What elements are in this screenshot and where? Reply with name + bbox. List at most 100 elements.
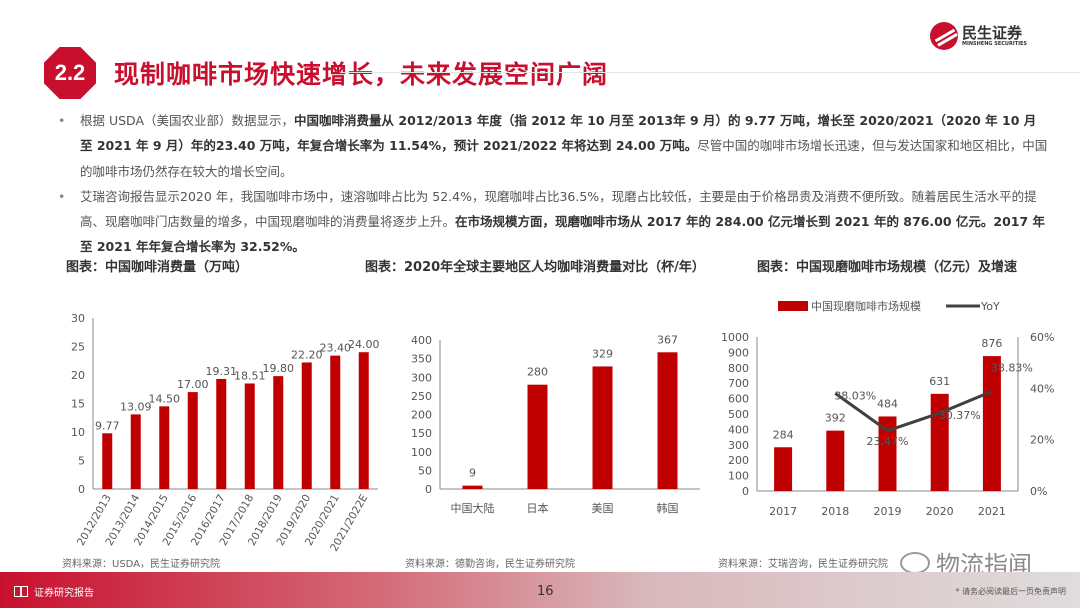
y-tick-label: 600 — [728, 393, 749, 406]
y-tick-label: 900 — [728, 346, 749, 359]
section-badge: 2.2 — [44, 47, 96, 99]
x-tick-label: 2019 — [874, 505, 902, 518]
logo-icon — [930, 22, 958, 50]
source-note: 资料来源：德勤咨询，民生证券研究院 — [405, 559, 575, 570]
y2-tick-label: 20% — [1030, 434, 1054, 447]
y-tick-label: 50 — [418, 464, 432, 477]
y-tick-label: 100 — [411, 446, 432, 459]
x-tick-label: 日本 — [527, 501, 549, 515]
x-tick-label: 2021 — [978, 505, 1006, 518]
y-tick-label: 0 — [742, 485, 749, 498]
data-label: 392 — [825, 412, 846, 425]
y-tick-label: 200 — [728, 454, 749, 467]
logo: 民生证券 MINSHENG SECURITIES — [930, 22, 1027, 50]
y2-tick-label: 0% — [1030, 485, 1047, 498]
y-tick-label: 0 — [78, 483, 85, 496]
bar — [774, 447, 793, 491]
bar — [301, 362, 312, 489]
x-tick-label: 中国大陆 — [451, 501, 495, 515]
y-tick-label: 5 — [78, 455, 85, 468]
bar — [130, 414, 141, 489]
wechat-icon — [900, 551, 930, 574]
x-tick-label: 2018 — [821, 505, 849, 518]
line-data-label: 38.03% — [834, 389, 876, 402]
bar — [330, 355, 341, 489]
y-tick-label: 300 — [728, 439, 749, 452]
legend-label: YoY — [980, 300, 1000, 313]
bar — [216, 378, 227, 489]
legend-label: 中国现磨咖啡市场规模 — [811, 299, 921, 313]
data-label: 9.77 — [95, 419, 120, 432]
y-tick-label: 150 — [411, 427, 432, 440]
data-label: 284 — [773, 428, 794, 441]
bar — [102, 433, 113, 489]
data-label: 22.20 — [291, 348, 323, 361]
disclaimer-note: * 请务必阅读最后一页免责声明 — [955, 587, 1066, 596]
data-label: 18.51 — [234, 369, 266, 382]
data-label: 17.00 — [177, 378, 209, 391]
y-tick-label: 300 — [411, 371, 432, 384]
y-tick-label: 250 — [411, 390, 432, 403]
logo-text: 民生证券 — [962, 24, 1023, 42]
data-label: 9 — [469, 467, 476, 480]
paragraph-segment: 尽管中国的咖啡市场增长迅速，但与发达国家和地区相比，中国的咖啡市场仍然存在较大的… — [80, 138, 1048, 179]
y-tick-label: 800 — [728, 362, 749, 375]
footer: 证券研究报告 16 * 请务必阅读最后一页免责声明 — [0, 572, 1080, 608]
y-tick-label: 500 — [728, 408, 749, 421]
bar — [592, 366, 613, 489]
bar — [462, 485, 483, 489]
line-data-label: 23.47% — [867, 435, 909, 448]
y-tick-label: 1000 — [721, 331, 749, 344]
x-tick-label: 2020 — [926, 505, 954, 518]
footer-label: 证券研究报告 — [14, 584, 94, 599]
y-tick-label: 30 — [71, 312, 85, 325]
y2-tick-label: 40% — [1030, 382, 1054, 395]
data-label: 13.09 — [120, 400, 152, 413]
title-divider — [340, 72, 1080, 73]
book-icon — [14, 586, 28, 597]
data-label: 19.80 — [263, 362, 295, 375]
paragraph-segment: 中国咖啡消费量从 2012/2013 年度（指 2012 年 10 月至 201… — [80, 113, 1037, 154]
bar — [273, 376, 284, 489]
x-tick-label: 2017 — [769, 505, 797, 518]
x-tick-label: 韩国 — [657, 501, 679, 515]
bullet-paragraph: 根据 USDA（美国农业部）数据显示，中国咖啡消费量从 2012/2013 年度… — [58, 108, 1048, 184]
bar — [358, 352, 369, 489]
y-tick-label: 100 — [728, 470, 749, 483]
y-tick-label: 0 — [425, 483, 432, 496]
source-note: 资料来源：USDA，民生证券研究院 — [62, 559, 221, 570]
data-label: 24.00 — [348, 338, 380, 351]
bar — [826, 430, 845, 491]
footer-left-text: 证券研究报告 — [34, 588, 94, 599]
bar — [527, 384, 548, 489]
bar — [878, 416, 897, 491]
y-tick-label: 200 — [411, 409, 432, 422]
bar — [930, 393, 949, 491]
y-tick-label: 700 — [728, 377, 749, 390]
yoy-line — [834, 389, 993, 433]
logo-subtext: MINSHENG SECURITIES — [962, 41, 1027, 47]
bar — [244, 383, 255, 489]
data-label: 19.31 — [206, 365, 238, 378]
page-number: 16 — [537, 584, 554, 599]
y-tick-label: 350 — [411, 353, 432, 366]
y-tick-label: 15 — [71, 398, 85, 411]
paragraph-segment: 根据 USDA（美国农业部）数据显示， — [80, 113, 295, 128]
data-label: 14.50 — [149, 392, 181, 405]
data-label: 23.40 — [320, 342, 352, 355]
source-note: 资料来源：艾瑞咨询，民生证券研究院 — [718, 559, 888, 570]
data-label: 876 — [981, 337, 1002, 350]
data-label: 484 — [877, 397, 898, 410]
legend-bar-swatch — [778, 301, 808, 311]
x-tick-label: 美国 — [592, 502, 614, 515]
bar — [187, 392, 198, 489]
data-label: 280 — [527, 366, 548, 379]
bar — [657, 352, 678, 489]
y-tick-label: 10 — [71, 426, 85, 439]
paragraph-segment: 在市场规模方面，现磨咖啡市场从 2017 年的 284.00 亿元增长到 202… — [80, 214, 1046, 255]
bar — [159, 406, 170, 489]
chart-caption: 图表：中国现磨咖啡市场规模（亿元）及增速 — [757, 260, 1018, 275]
line-data-label: 38.83% — [991, 361, 1033, 374]
paragraph-segment: 艾瑞咨询报告显示2020 年，我国咖啡市场中，速溶咖啡占比为 52.4%，现磨咖… — [80, 188, 1037, 230]
